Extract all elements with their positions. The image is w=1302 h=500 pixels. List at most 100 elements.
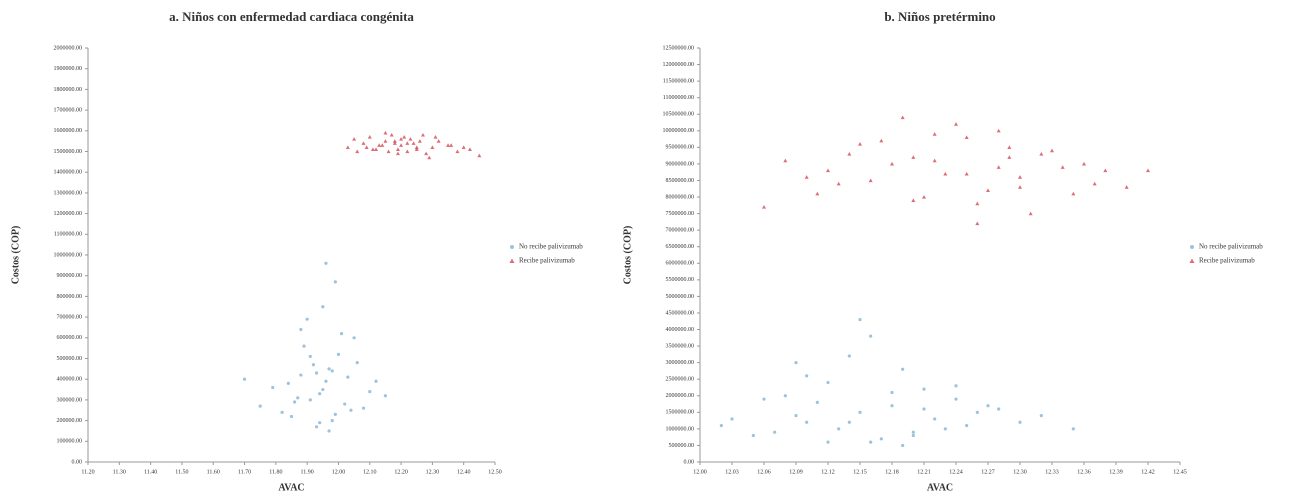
legend-marker — [1189, 258, 1195, 263]
point — [954, 384, 958, 388]
point — [986, 188, 990, 193]
point — [997, 407, 1001, 411]
point — [352, 137, 357, 141]
y-tick-label: 5500000.00 — [666, 277, 695, 283]
point — [869, 440, 873, 444]
point — [804, 175, 809, 179]
y-tick-label: 10000000.00 — [663, 128, 695, 134]
point — [446, 143, 451, 147]
point — [901, 443, 905, 448]
legend-label: No recibe palivizumab — [1199, 243, 1263, 251]
point — [414, 145, 419, 149]
y-tick-label: 4000000.00 — [666, 327, 695, 333]
y-tick-label: 9500000.00 — [666, 145, 695, 151]
y-tick-label: 1800000.00 — [54, 87, 83, 93]
point — [392, 139, 397, 143]
point — [308, 398, 312, 402]
point — [911, 430, 915, 434]
point — [996, 165, 1001, 169]
point — [954, 397, 958, 401]
point — [361, 406, 366, 410]
point — [424, 151, 429, 156]
y-tick-label: 300000.00 — [57, 397, 83, 403]
legend-marker — [510, 245, 514, 249]
point — [911, 198, 916, 202]
y-tick-label: 8500000.00 — [666, 178, 695, 184]
y-tick-label: 2000000.00 — [54, 45, 83, 51]
y-axis-label: Costos (COP) — [622, 226, 633, 285]
x-tick-label: 12.27 — [981, 469, 995, 475]
y-tick-label: 800000.00 — [57, 294, 83, 300]
point — [336, 352, 341, 356]
point — [815, 191, 820, 196]
legend-label: No recibe palivizumab — [519, 243, 583, 251]
x-tick-label: 12.39 — [1109, 469, 1123, 475]
point — [932, 158, 937, 163]
point — [399, 143, 404, 147]
point — [327, 429, 331, 433]
point — [355, 361, 359, 365]
x-tick-label: 11.40 — [144, 469, 157, 475]
point — [1103, 168, 1108, 173]
point — [1007, 155, 1012, 159]
point — [271, 385, 275, 390]
point — [868, 178, 873, 183]
y-tick-label: 3500000.00 — [666, 343, 695, 349]
point — [318, 421, 322, 425]
point — [879, 138, 884, 143]
point — [1039, 414, 1043, 418]
point — [299, 327, 303, 332]
point — [1050, 148, 1054, 153]
point — [794, 361, 798, 365]
point — [414, 147, 419, 152]
y-tick-label: 1700000.00 — [54, 107, 83, 113]
point — [730, 417, 734, 421]
point — [1146, 168, 1150, 173]
point — [374, 147, 379, 152]
y-tick-label: 1000000.00 — [54, 252, 83, 258]
point — [296, 396, 300, 400]
x-tick-label: 12.09 — [789, 469, 803, 475]
x-tick-label: 12.00 — [693, 469, 707, 475]
point — [890, 390, 894, 395]
legend-marker — [1190, 245, 1194, 249]
x-tick-label: 12.30 — [426, 469, 440, 475]
y-tick-label: 7500000.00 — [666, 211, 695, 217]
x-axis-label: AVAC — [278, 482, 304, 493]
point — [302, 344, 306, 348]
point — [954, 122, 958, 126]
legend-label: Recibe palivizumab — [1199, 257, 1255, 265]
point — [352, 336, 356, 340]
y-tick-label: 9000000.00 — [666, 161, 695, 167]
y-tick-label: 6000000.00 — [666, 261, 695, 267]
point — [314, 425, 319, 429]
y-tick-label: 12500000.00 — [663, 45, 695, 51]
point — [305, 317, 309, 321]
point — [405, 149, 410, 154]
point — [417, 139, 422, 143]
x-tick-label: 11.30 — [113, 469, 126, 475]
point — [783, 158, 788, 163]
point — [436, 139, 441, 143]
point — [374, 379, 378, 383]
point — [433, 135, 438, 139]
y-tick-label: 700000.00 — [57, 314, 83, 320]
x-tick-label: 11.20 — [81, 469, 94, 475]
point — [943, 171, 948, 176]
point — [343, 402, 347, 406]
y-tick-label: 10500000.00 — [663, 112, 695, 118]
x-tick-label: 12.42 — [1141, 469, 1155, 475]
point — [986, 404, 990, 408]
point — [258, 404, 262, 408]
point — [242, 377, 247, 381]
x-tick-label: 11.90 — [301, 469, 314, 475]
y-tick-label: 500000.00 — [57, 356, 83, 362]
point — [1124, 185, 1129, 189]
y-tick-label: 2000000.00 — [666, 393, 695, 399]
y-tick-label: 8000000.00 — [666, 194, 695, 200]
point — [405, 141, 410, 145]
point — [996, 128, 1001, 133]
y-tick-label: 400000.00 — [57, 377, 83, 383]
chart-title: b. Niños pretérmino — [884, 9, 995, 24]
